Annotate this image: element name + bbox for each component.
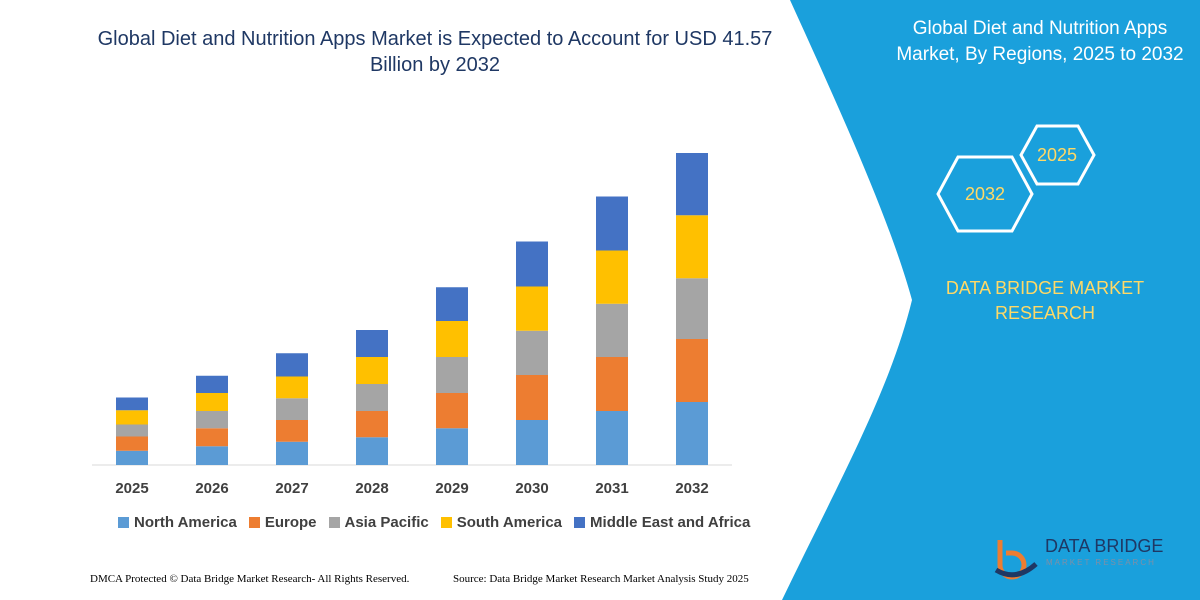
panel-title: Global Diet and Nutrition Apps Market, B…	[896, 18, 1184, 65]
legend-swatch	[328, 517, 340, 528]
blue-panel	[782, 0, 1200, 600]
bar-segment	[276, 441, 308, 465]
x-tick-label: 2028	[355, 480, 388, 497]
bar-segment	[276, 420, 308, 442]
x-tick-label: 2027	[275, 480, 308, 497]
bar-segment	[116, 410, 148, 425]
legend-swatch	[440, 517, 452, 528]
bar-segment	[356, 330, 388, 357]
legend-label: South America	[456, 514, 563, 531]
legend-label: Middle East and Africa	[590, 514, 751, 531]
legend-item: Asia Pacific	[328, 514, 429, 531]
bar-segment	[516, 330, 548, 375]
bar-segment	[196, 393, 228, 411]
bar-segment	[116, 397, 148, 411]
legend-swatch	[118, 517, 129, 528]
bar-segment	[116, 436, 148, 451]
x-tick-label: 2026	[195, 480, 228, 497]
bar-segment	[596, 357, 628, 411]
bar-segment	[276, 353, 308, 377]
footer-left: DMCA Protected © Data Bridge Market Rese…	[90, 573, 410, 585]
bar-segment	[356, 384, 388, 411]
bar-segment	[356, 357, 388, 384]
bar-segment	[116, 424, 148, 437]
bar-segment	[596, 303, 628, 357]
x-tick-label: 2030	[515, 480, 548, 497]
bar-segment	[276, 398, 308, 420]
legend-label: Asia Pacific	[344, 514, 429, 531]
legend-swatch	[574, 517, 586, 528]
bar-segment	[436, 393, 468, 429]
bar-segment	[516, 241, 548, 287]
x-tick-label: 2029	[435, 480, 468, 497]
bar-segment	[196, 411, 228, 429]
bar-segment	[516, 375, 548, 420]
logo-icon	[994, 562, 1038, 578]
legend-label: North America	[134, 514, 237, 531]
legend-label: Europe	[264, 514, 317, 531]
legend-swatch	[248, 517, 260, 528]
bar-segment	[196, 375, 228, 393]
badge: 2032	[965, 184, 1005, 204]
legend-item: Europe	[248, 514, 317, 531]
bar-segment	[196, 446, 228, 465]
bar-segment	[116, 450, 148, 465]
x-tick-label: 2025	[115, 480, 148, 497]
x-tick-label: 2031	[595, 480, 628, 497]
bar-segment	[676, 339, 708, 402]
bar-segment	[356, 437, 388, 465]
bar-segment	[196, 428, 228, 447]
bar-segment	[676, 153, 708, 216]
bar-segment	[436, 428, 468, 465]
x-tick-label: 2032	[675, 480, 708, 497]
bar-segment	[596, 196, 628, 251]
bar-segment	[276, 376, 308, 399]
bar-segment	[676, 278, 708, 339]
logo-tagline: MARKET RESEARCH	[1046, 558, 1156, 567]
hexagon	[1019, 124, 1096, 186]
legend-item: North America	[118, 514, 237, 531]
legend-item: Middle East and Africa	[574, 514, 750, 531]
bar-segment	[436, 357, 468, 393]
footer-right: Source: Data Bridge Market Research Mark…	[453, 573, 749, 585]
bar-segment	[356, 411, 388, 438]
badge: 2025	[1037, 145, 1077, 165]
bar-segment	[676, 402, 708, 465]
bar-segment	[676, 215, 708, 279]
bar-segment	[516, 286, 548, 331]
legend: North America Europe Asia Pacific South Ame…	[118, 514, 750, 531]
brand: DATA BRIDGE MARKET RESEARCH	[945, 278, 1145, 323]
bar-segment	[596, 411, 628, 465]
logo-name: DATA BRIDGE	[1045, 536, 1164, 556]
chart-title: Global Diet and Nutrition Apps Market is…	[97, 28, 773, 76]
bar-segment	[516, 420, 548, 465]
bar-segment	[436, 287, 468, 321]
bar-segment	[436, 321, 468, 357]
bar-segment	[596, 250, 628, 304]
hexagon	[936, 155, 1034, 233]
legend-item: South America	[440, 514, 563, 531]
